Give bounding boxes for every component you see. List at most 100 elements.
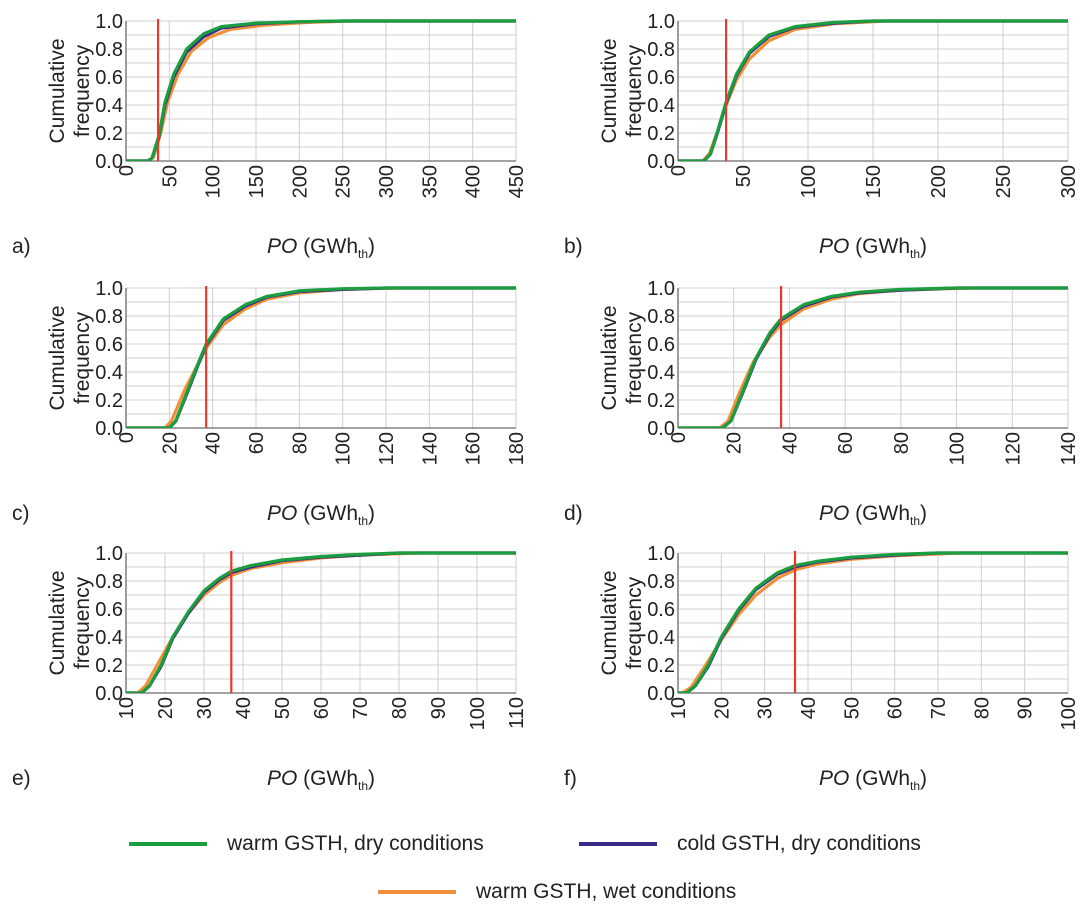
y-axis-title-line: Cumulative xyxy=(46,38,69,143)
y-tick-label: 0.6 xyxy=(647,334,675,356)
y-tick-label: 1.0 xyxy=(95,278,123,300)
x-tick-label: 100 xyxy=(333,432,355,465)
y-tick-label: 0.8 xyxy=(95,306,123,328)
x-tick-label: 0 xyxy=(116,432,138,443)
y-tick-label: 0.2 xyxy=(95,655,123,677)
x-tick-label: 10 xyxy=(668,697,690,719)
legend-swatch-cold-dry xyxy=(579,842,657,846)
y-tick-label: 0.2 xyxy=(647,390,675,412)
x-tick-label: 80 xyxy=(891,432,913,454)
y-axis-title-line: frequency xyxy=(71,311,94,404)
x-tick-label: 40 xyxy=(779,432,801,454)
x-tick-label: 60 xyxy=(835,432,857,454)
y-axis-title-line: Cumulative xyxy=(598,570,621,675)
x-tick-label: 180 xyxy=(506,432,528,465)
chart-panel-a: 0.0 0.2 0.4 0.6 0.8 1.0 0 50 100 150 200 250 300 350 4… xyxy=(12,11,528,261)
x-tick-label: 50 xyxy=(159,165,181,187)
y-tick-label: 0.2 xyxy=(647,123,675,145)
x-axis-title-close: ) xyxy=(920,767,927,790)
x-tick-label: 120 xyxy=(1002,432,1024,465)
x-tick-label: 300 xyxy=(376,165,398,198)
legend-item-warm-wet: warm GSTH, wet conditions xyxy=(378,880,736,904)
x-axis-title-close: ) xyxy=(920,235,927,258)
y-tick-label: 0.8 xyxy=(95,571,123,593)
y-tick-label: 0.4 xyxy=(95,362,123,384)
legend-label-warm-dry: warm GSTH, dry conditions xyxy=(227,832,484,855)
x-axis-title-close: ) xyxy=(368,502,375,525)
x-tick-label: 40 xyxy=(798,697,820,719)
x-axis-title-var: PO xyxy=(819,767,855,790)
legend-label-warm-wet: warm GSTH, wet conditions xyxy=(476,880,737,903)
x-tick-label: 0 xyxy=(668,165,690,176)
x-axis-title-unit: (GWh xyxy=(303,235,358,258)
x-tick-label: 160 xyxy=(463,432,485,465)
x-tick-label: 250 xyxy=(993,165,1015,198)
x-tick-label: 140 xyxy=(419,432,441,465)
x-axis-title: PO (GWhth) xyxy=(819,235,927,261)
panel-label: b) xyxy=(564,235,583,258)
y-axis-title: Cumulativefrequency xyxy=(46,305,94,410)
x-axis-title-var: PO xyxy=(267,235,303,258)
x-tick-label: 100 xyxy=(1058,697,1080,730)
x-tick-label: 90 xyxy=(428,697,450,719)
x-tick-label: 20 xyxy=(155,697,177,719)
y-tick-label: 1.0 xyxy=(95,11,123,33)
x-tick-label: 40 xyxy=(233,697,255,719)
y-axis-title-line: frequency xyxy=(623,576,646,669)
x-tick-label: 80 xyxy=(289,432,311,454)
y-tick-label: 0.8 xyxy=(647,39,675,61)
x-axis-title: PO (GWhth) xyxy=(819,502,927,528)
x-tick-label: 30 xyxy=(194,697,216,719)
y-tick-label: 0.4 xyxy=(95,95,123,117)
x-axis-title-var: PO xyxy=(267,502,303,525)
series-line-warm-dry xyxy=(678,551,1068,693)
x-tick-label: 200 xyxy=(289,165,311,198)
x-tick-label: 20 xyxy=(711,697,733,719)
y-tick-label: 0.6 xyxy=(95,334,123,356)
chart-panel-c: 0.0 0.2 0.4 0.6 0.8 1.0 0 20 40 60 80 100 120 140 160 1… xyxy=(12,278,528,528)
x-tick-label: 450 xyxy=(506,165,528,198)
x-tick-label: 200 xyxy=(928,165,950,198)
x-tick-label: 80 xyxy=(389,697,411,719)
x-axis-title-subscript: th xyxy=(358,779,368,793)
x-axis-title-unit: (GWh xyxy=(855,767,910,790)
x-axis-title: PO (GWhth) xyxy=(819,767,927,793)
x-axis-title-close: ) xyxy=(368,767,375,790)
x-axis-title-subscript: th xyxy=(910,779,920,793)
x-tick-label: 140 xyxy=(1058,432,1080,465)
y-axis-title-line: frequency xyxy=(71,44,94,137)
x-axis-title-subscript: th xyxy=(358,514,368,528)
x-tick-label: 0 xyxy=(668,432,690,443)
x-axis-title-subscript: th xyxy=(910,514,920,528)
x-tick-label: 100 xyxy=(798,165,820,198)
x-tick-label: 50 xyxy=(272,697,294,719)
y-axis-title-line: frequency xyxy=(71,576,94,669)
x-tick-label: 300 xyxy=(1058,165,1080,198)
y-tick-label: 0.8 xyxy=(95,39,123,61)
x-axis-title-var: PO xyxy=(819,235,855,258)
y-tick-label: 0.2 xyxy=(95,390,123,412)
panel-label: d) xyxy=(564,502,583,525)
panel-label: a) xyxy=(12,235,31,258)
x-tick-label: 0 xyxy=(116,165,138,176)
y-tick-label: 0.4 xyxy=(647,627,675,649)
panel-label: f) xyxy=(564,767,577,790)
x-tick-label: 80 xyxy=(971,697,993,719)
y-tick-label: 0.0 xyxy=(95,151,123,173)
series-line-warm-dry xyxy=(126,19,516,161)
legend: warm GSTH, dry conditions cold GSTH, dry… xyxy=(0,826,1081,916)
y-axis-title: Cumulativefrequency xyxy=(46,570,94,675)
figure-canvas: 0.00.20.40.60.81.00 50 100 150 200 250 300 350 4… xyxy=(12,11,1080,793)
x-tick-label: 40 xyxy=(203,432,225,454)
x-axis-title: PO (GWhth) xyxy=(267,767,375,793)
series-line-warm-dry xyxy=(126,551,516,693)
y-tick-label: 0.2 xyxy=(647,655,675,677)
x-axis-title-unit: (GWh xyxy=(303,502,358,525)
panel-label: e) xyxy=(12,767,31,790)
x-tick-label: 20 xyxy=(159,432,181,454)
series-line-warm-dry xyxy=(126,286,516,428)
y-axis-title-line: frequency xyxy=(623,311,646,404)
y-tick-label: 0.0 xyxy=(95,683,123,705)
x-axis-title-var: PO xyxy=(267,767,303,790)
x-tick-label: 250 xyxy=(333,165,355,198)
